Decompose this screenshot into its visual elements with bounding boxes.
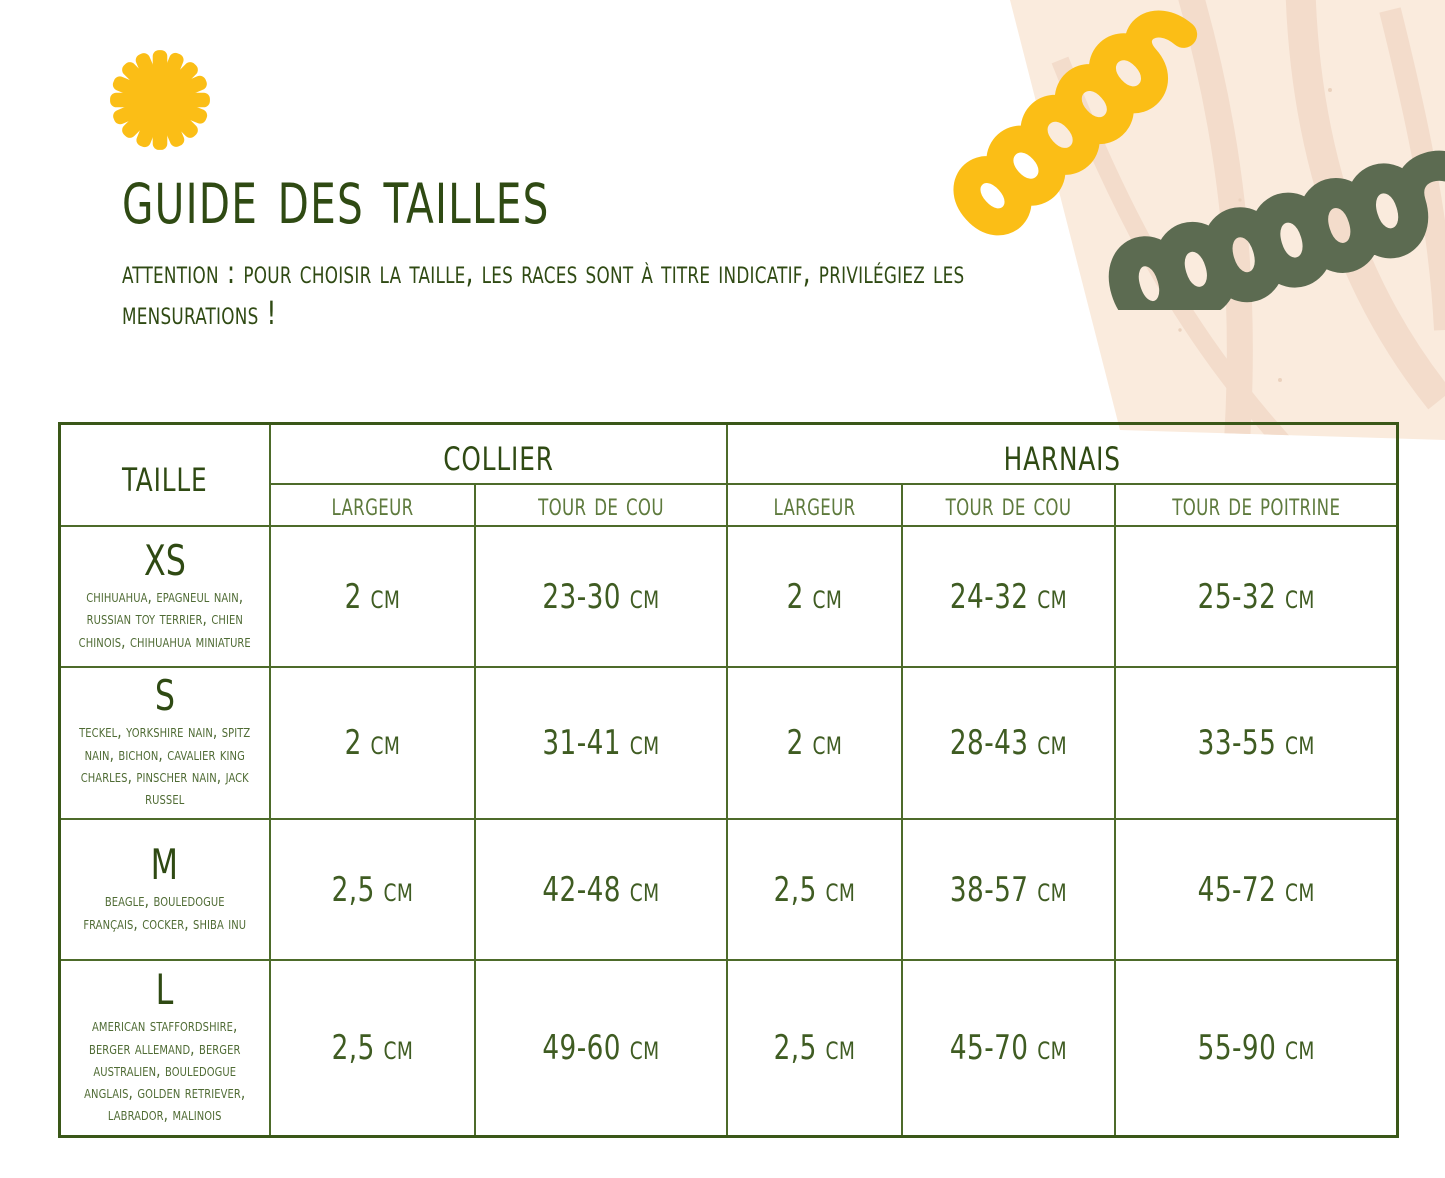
cell-size-xs: XS Chihuahua, Epagneul nain, Russian Toy… <box>58 524 271 669</box>
size-label: XS <box>143 536 186 586</box>
cell-harnais-tour-de-poitrine: 33-55 cm <box>1113 666 1399 820</box>
cell-harnais-largeur: 2 cm <box>725 666 903 820</box>
subheader-harnais-largeur: Largeur <box>725 483 903 527</box>
size-guide-table: Taille Collier Harnais Largeur Tour de c… <box>58 422 1400 1138</box>
size-label: M <box>151 840 179 890</box>
cell-collier-largeur: 2 cm <box>268 666 476 820</box>
table-row: S Teckel, Yorkshire nain, Spitz nain, Bi… <box>58 666 1399 820</box>
heading-block: Guide des Tailles Attention : Pour chois… <box>122 152 1082 334</box>
cell-harnais-tour-de-poitrine: 55-90 cm <box>1113 959 1399 1138</box>
table-row: XS Chihuahua, Epagneul nain, Russian Toy… <box>58 524 1399 669</box>
starburst-icon <box>110 50 210 150</box>
size-label: S <box>154 671 175 721</box>
table-row: M Beagle, Bouledogue français, Cocker, S… <box>58 817 1399 962</box>
cell-harnais-tour-de-poitrine: 25-32 cm <box>1113 524 1399 669</box>
cell-size-l: L American Staffordshire, Berger alleman… <box>58 959 271 1138</box>
cell-collier-tour-de-cou: 23-30 cm <box>473 524 728 669</box>
table-header-row-subs: Largeur Tour de cou Largeur Tour de cou … <box>60 483 1399 527</box>
header-harnais-label: Harnais <box>1003 427 1121 481</box>
subheader-collier-tour-de-cou: Tour de cou <box>473 483 728 527</box>
subheader-collier-largeur: Largeur <box>268 483 476 527</box>
cell-collier-largeur: 2,5 cm <box>268 817 476 962</box>
subheader-harnais-tour-de-poitrine: Tour de Poitrine <box>1113 483 1399 527</box>
size-table-container: Taille Collier Harnais Largeur Tour de c… <box>58 422 1400 1138</box>
header-harnais: Harnais <box>725 422 1399 485</box>
header-taille-label: Taille <box>121 448 208 502</box>
cell-harnais-tour-de-cou: 24-32 cm <box>900 524 1116 669</box>
page-title: Guide des Tailles <box>122 152 550 242</box>
spiral-coil-icon <box>1108 150 1445 310</box>
cell-harnais-largeur: 2,5 cm <box>725 959 903 1138</box>
cell-collier-tour-de-cou: 31-41 cm <box>473 666 728 820</box>
header-collier: Collier <box>268 422 728 485</box>
breed-list: American Staffordshire, Berger allemand,… <box>84 1016 246 1125</box>
size-label: L <box>155 965 174 1015</box>
cell-harnais-largeur: 2,5 cm <box>725 817 903 962</box>
cell-harnais-tour-de-cou: 28-43 cm <box>900 666 1116 820</box>
subheader-harnais-tour-de-cou: Tour de cou <box>900 483 1116 527</box>
cell-harnais-largeur: 2 cm <box>725 524 903 669</box>
cell-size-s: S Teckel, Yorkshire nain, Spitz nain, Bi… <box>58 666 271 820</box>
table-row: L American Staffordshire, Berger alleman… <box>58 959 1399 1138</box>
table-header-row-groups: Taille Collier Harnais <box>58 422 1399 527</box>
header-taille: Taille <box>58 422 271 527</box>
breed-list: Beagle, Bouledogue français, Cocker, Shi… <box>83 891 247 933</box>
cell-collier-tour-de-cou: 49-60 cm <box>473 959 728 1138</box>
header-collier-label: Collier <box>442 427 554 481</box>
breed-list: Chihuahua, Epagneul nain, Russian Toy Te… <box>78 587 251 651</box>
cell-collier-largeur: 2 cm <box>268 524 476 669</box>
cell-harnais-tour-de-poitrine: 45-72 cm <box>1113 817 1399 962</box>
cell-size-m: M Beagle, Bouledogue français, Cocker, S… <box>58 817 271 962</box>
cell-harnais-tour-de-cou: 45-70 cm <box>900 959 1116 1138</box>
page-subtitle: Attention : Pour choisir la taille, les … <box>122 253 965 333</box>
breed-list: Teckel, Yorkshire nain, Spitz nain, Bich… <box>79 722 251 809</box>
cell-collier-largeur: 2,5 cm <box>268 959 476 1138</box>
cell-collier-tour-de-cou: 42-48 cm <box>473 817 728 962</box>
cell-harnais-tour-de-cou: 38-57 cm <box>900 817 1116 962</box>
